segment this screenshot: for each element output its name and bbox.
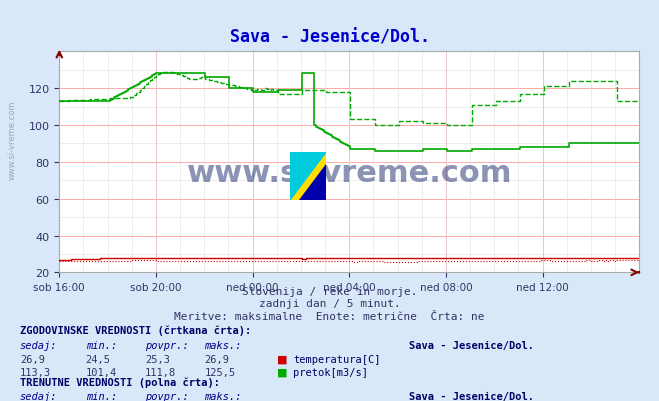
Text: ■: ■ [277,367,287,377]
Text: 101,4: 101,4 [86,367,117,377]
Text: min.:: min.: [86,340,117,350]
Text: maks.:: maks.: [204,340,242,350]
Text: 113,3: 113,3 [20,367,51,377]
Polygon shape [290,152,326,200]
Text: ■: ■ [277,354,287,364]
Text: 125,5: 125,5 [204,367,235,377]
Text: sedaj:: sedaj: [20,391,57,401]
Text: maks.:: maks.: [204,391,242,401]
Text: www.si-vreme.com: www.si-vreme.com [8,101,17,180]
Text: povpr.:: povpr.: [145,391,188,401]
Polygon shape [290,152,326,200]
Text: ZGODOVINSKE VREDNOSTI (črtkana črta):: ZGODOVINSKE VREDNOSTI (črtkana črta): [20,325,251,335]
Text: Sava - Jesenice/Dol.: Sava - Jesenice/Dol. [229,28,430,46]
Text: TRENUTNE VREDNOSTI (polna črta):: TRENUTNE VREDNOSTI (polna črta): [20,376,219,387]
Text: temperatura[C]: temperatura[C] [293,354,381,364]
Text: zadnji dan / 5 minut.: zadnji dan / 5 minut. [258,299,401,309]
Text: 25,3: 25,3 [145,354,170,364]
Text: pretok[m3/s]: pretok[m3/s] [293,367,368,377]
Text: min.:: min.: [86,391,117,401]
Text: 111,8: 111,8 [145,367,176,377]
Text: 24,5: 24,5 [86,354,111,364]
Text: Sava - Jesenice/Dol.: Sava - Jesenice/Dol. [409,340,534,350]
Text: 26,9: 26,9 [204,354,229,364]
Polygon shape [299,164,326,200]
Text: 26,9: 26,9 [20,354,45,364]
Text: www.si-vreme.com: www.si-vreme.com [186,159,512,188]
Text: sedaj:: sedaj: [20,340,57,350]
Text: Slovenija / reke in morje.: Slovenija / reke in morje. [242,287,417,297]
Text: Sava - Jesenice/Dol.: Sava - Jesenice/Dol. [409,391,534,401]
Text: Meritve: maksimalne  Enote: metrične  Črta: ne: Meritve: maksimalne Enote: metrične Črta… [174,311,485,321]
Text: povpr.:: povpr.: [145,340,188,350]
